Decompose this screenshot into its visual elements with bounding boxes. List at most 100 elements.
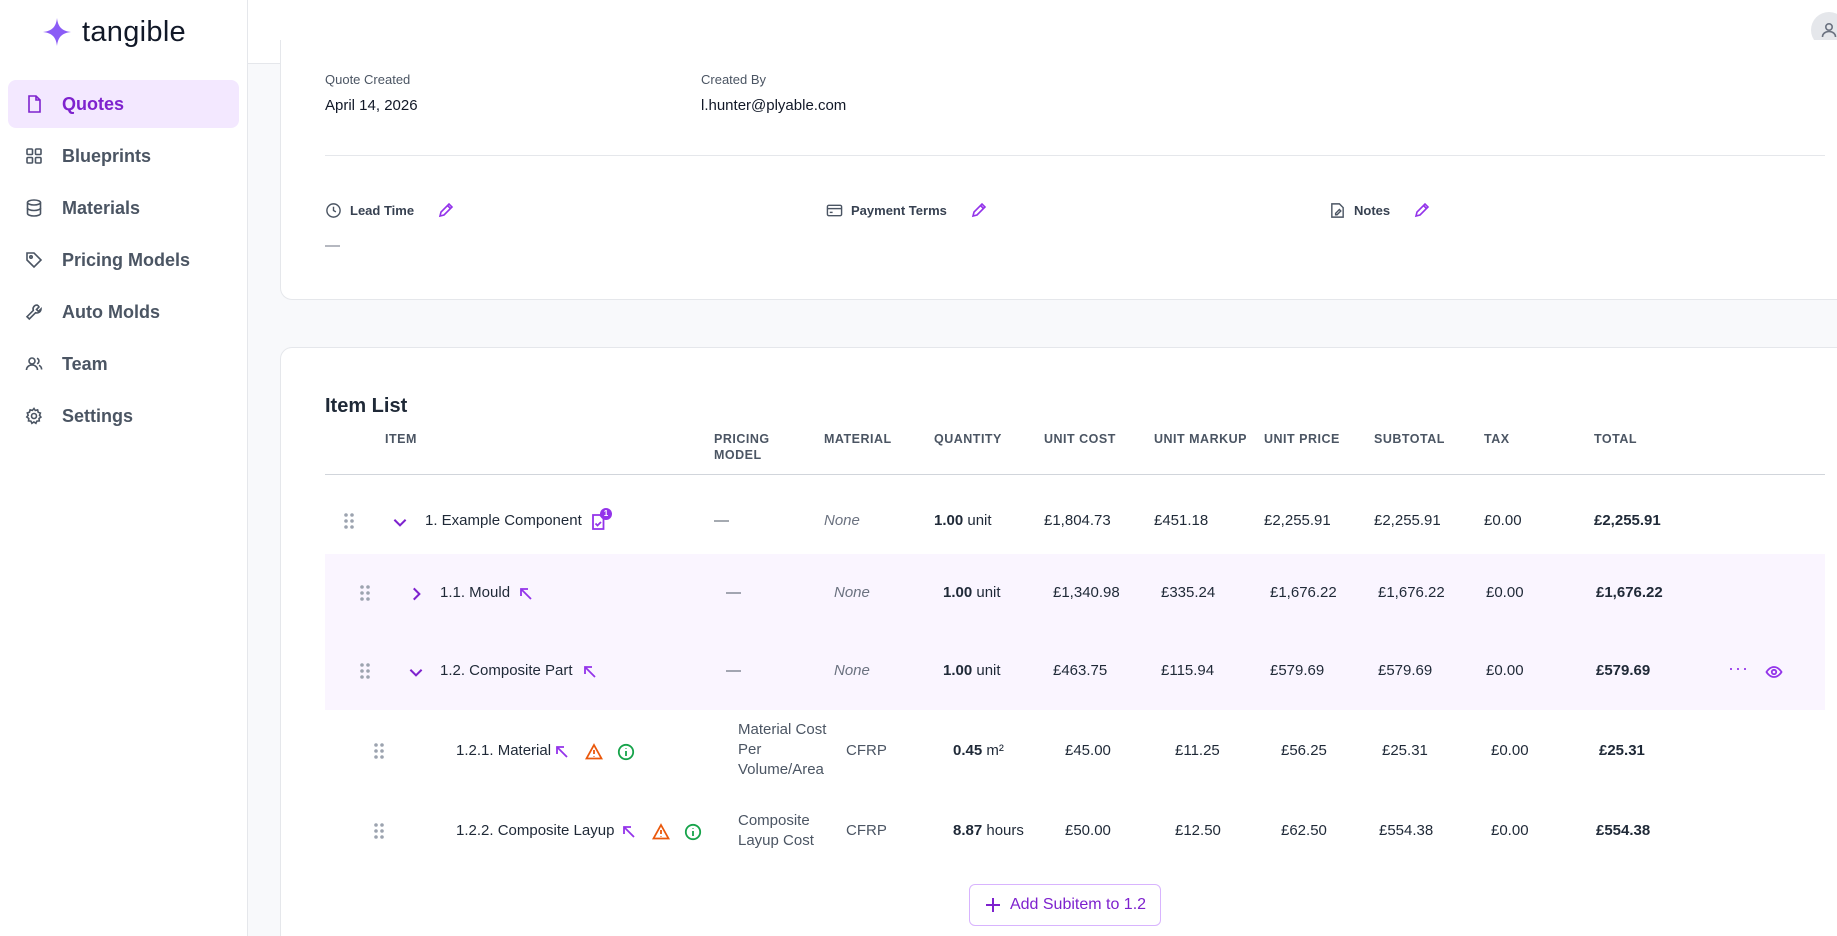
material: None [834,662,870,679]
eye-icon[interactable] [1765,663,1783,681]
sidebar-item-auto-molds[interactable]: Auto Molds [8,288,239,336]
item-name[interactable]: 1.1. Mould [440,584,511,601]
user-icon [1821,22,1837,38]
col-total[interactable]: TOTAL [1594,432,1638,446]
col-tax[interactable]: TAX [1484,432,1510,446]
clock-icon [326,202,341,218]
edit-notes-pencil-icon[interactable] [1412,200,1432,220]
col-quantity[interactable]: QUANTITY [934,432,1002,446]
sidebar-item-label: Pricing Models [62,249,191,270]
table-row[interactable]: 1.2.2. Composite Layup Composite Layup C… [325,792,1825,870]
pricing-model: — [714,512,729,529]
sidebar-item-blueprints[interactable]: Blueprints [8,132,239,180]
chevron-down-icon[interactable] [391,513,409,531]
sidebar-item-settings[interactable]: Settings [8,392,239,440]
info-icon[interactable] [617,743,635,761]
unit-markup: £115.94 [1161,662,1215,679]
col-unit-price[interactable]: UNIT PRICE [1264,432,1340,446]
table-row[interactable]: 1.1. Mould — None 1.00 unit £1,340.98 £3… [325,554,1825,632]
payment-terms-field: Payment Terms [826,200,989,220]
subtotal: £1,676.22 [1378,584,1445,601]
item-name[interactable]: 1.2.1. Material [456,742,552,759]
subtotal: £579.69 [1378,662,1433,679]
arrow-up-left-icon[interactable] [620,823,638,841]
quantity[interactable]: 1.00 unit [943,662,1001,679]
table-row[interactable]: 1.2. Composite Part — None 1.00 unit £46… [325,632,1825,710]
drag-handle-icon[interactable] [359,662,371,680]
col-material[interactable]: MATERIAL [824,432,892,446]
sidebar-item-quotes[interactable]: Quotes [8,80,239,128]
table-row[interactable]: 1. Example Component 1 — None 1.00 unit … [325,482,1825,560]
tax: £0.00 [1491,822,1529,839]
unit-cost: £463.75 [1053,662,1108,679]
payment-terms-label: Payment Terms [851,202,947,218]
drag-handle-icon[interactable] [359,584,371,602]
material: CFRP [846,742,887,759]
sidebar-item-materials[interactable]: Materials [8,184,239,232]
quantity-unit: hours [986,822,1024,839]
sidebar-item-team[interactable]: Team [8,340,239,388]
note-icon [1331,202,1344,218]
users-icon [25,357,43,371]
item-name[interactable]: 1.2.2. Composite Layup [456,822,615,839]
notes-label: Notes [1354,202,1391,218]
quote-created-label: Quote Created [325,72,411,87]
arrow-up-left-icon[interactable] [553,743,571,761]
col-unit-markup[interactable]: UNIT MARKUP [1154,432,1247,446]
unit-markup: £11.25 [1175,742,1220,759]
quantity-unit: unit [967,512,992,529]
drag-handle-icon[interactable] [373,822,385,840]
warning-icon[interactable] [651,823,671,841]
more-actions-icon[interactable]: ··· [1728,658,1749,678]
quantity[interactable]: 0.45 m² [953,742,1004,759]
quantity[interactable]: 8.87 hours [953,822,1024,839]
sidebar: tangible Quotes Blueprints Materials Pri… [0,0,248,936]
edit-lead-time-pencil-icon[interactable] [436,200,456,220]
quantity[interactable]: 1.00 unit [934,512,992,529]
col-subtotal[interactable]: SUBTOTAL [1374,432,1445,446]
database-icon [26,199,42,217]
pricing-model: — [726,662,741,679]
count-badge: 1 [600,508,612,520]
created-by: Created By l.hunter@plyable.com [701,72,846,114]
divider [325,155,1825,156]
brand[interactable]: tangible [0,0,247,64]
total: £554.38 [1596,822,1651,839]
pricing-model: Composite Layup Cost [738,812,814,849]
col-pricing-model[interactable]: PRICING MODEL [714,432,770,462]
material: None [834,584,870,601]
arrow-up-left-icon[interactable] [517,585,535,603]
quantity[interactable]: 1.00 unit [943,584,1001,601]
item-name[interactable]: 1. Example Component [425,512,582,529]
tax: £0.00 [1484,512,1522,529]
unit-price: £2,255.91 [1264,512,1331,529]
sidebar-item-label: Quotes [62,93,125,114]
item-list-title: Item List [325,395,408,417]
material: CFRP [846,822,887,839]
warning-icon[interactable] [584,743,604,761]
chevron-right-icon[interactable] [407,585,425,603]
add-subitem-label: Add Subitem to 1.2 [1009,896,1147,913]
brand-name: tangible [82,15,186,48]
tax: £0.00 [1486,584,1524,601]
table-row[interactable]: 1.2.1. Material Material Cost Per Volume… [325,710,1825,792]
col-item[interactable]: ITEM [385,432,417,446]
edit-payment-terms-pencil-icon[interactable] [969,200,989,220]
drag-handle-icon[interactable] [373,742,385,760]
sidebar-item-label: Blueprints [62,145,152,166]
unit-markup: £335.24 [1161,584,1216,601]
drag-handle-icon[interactable] [343,512,355,530]
quantity-value: 1.00 [943,662,973,679]
chevron-down-icon[interactable] [407,663,425,681]
info-icon[interactable] [684,823,702,841]
arrow-up-left-icon[interactable] [581,663,599,681]
item-name[interactable]: 1.2. Composite Part [440,662,573,679]
col-unit-cost[interactable]: UNIT COST [1044,432,1116,446]
tax: £0.00 [1486,662,1524,679]
add-subitem-button[interactable]: Add Subitem to 1.2 [969,884,1161,926]
wrench-icon [25,304,42,321]
sidebar-item-pricing-models[interactable]: Pricing Models [8,236,239,284]
unit-cost: £50.00 [1065,822,1111,839]
file-check-icon[interactable] [589,513,607,531]
